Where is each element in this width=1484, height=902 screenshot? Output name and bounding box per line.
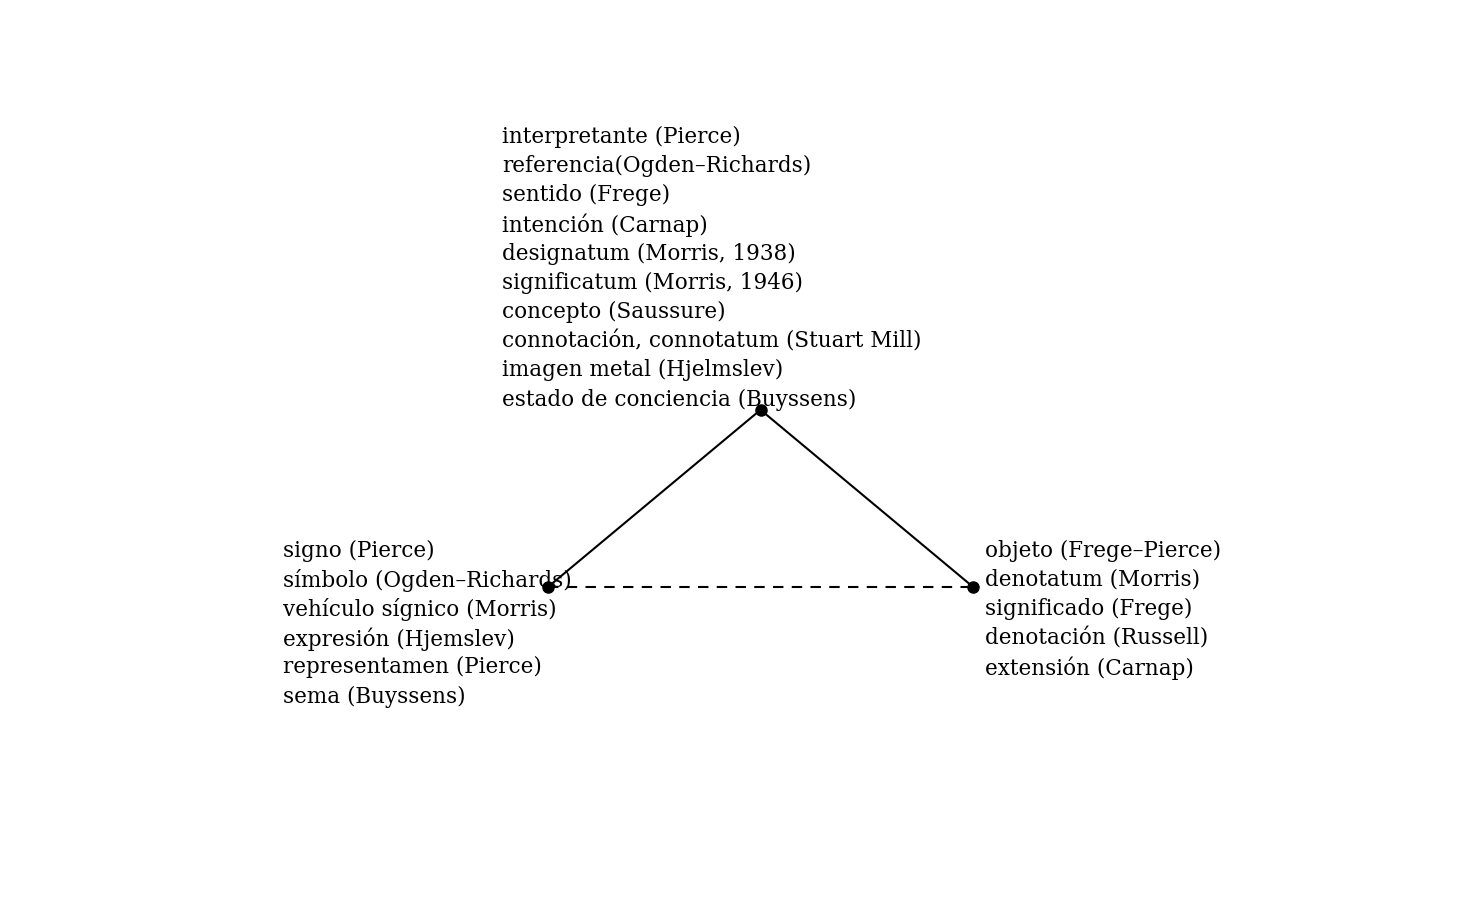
Text: denotatum (Morris): denotatum (Morris) (985, 568, 1201, 590)
Text: interpretante (Pierce): interpretante (Pierce) (502, 125, 741, 148)
Text: representamen (Pierce): representamen (Pierce) (283, 656, 542, 677)
Text: referencia(Ogden–Richards): referencia(Ogden–Richards) (502, 155, 812, 177)
Text: connotación, connotatum (Stuart Mill): connotación, connotatum (Stuart Mill) (502, 330, 922, 352)
Text: signo (Pierce): signo (Pierce) (283, 538, 435, 561)
Text: sema (Buyssens): sema (Buyssens) (283, 685, 466, 707)
Text: imagen metal (Hjelmslev): imagen metal (Hjelmslev) (502, 359, 784, 381)
Text: concepto (Saussure): concepto (Saussure) (502, 300, 726, 323)
Text: estado de conciencia (Buyssens): estado de conciencia (Buyssens) (502, 388, 856, 410)
Text: objeto (Frege–Pierce): objeto (Frege–Pierce) (985, 538, 1221, 561)
Text: extensión (Carnap): extensión (Carnap) (985, 656, 1193, 679)
Text: significado (Frege): significado (Frege) (985, 597, 1192, 620)
Text: denotación (Russell): denotación (Russell) (985, 626, 1208, 649)
Text: vehículo sígnico (Morris): vehículo sígnico (Morris) (283, 597, 556, 621)
Text: expresión (Hjemslev): expresión (Hjemslev) (283, 626, 515, 649)
Text: intención (Carnap): intención (Carnap) (502, 213, 708, 236)
Text: significatum (Morris, 1946): significatum (Morris, 1946) (502, 272, 803, 293)
Text: designatum (Morris, 1938): designatum (Morris, 1938) (502, 243, 795, 264)
Text: sentido (Frege): sentido (Frege) (502, 184, 669, 206)
Text: símbolo (Ogden–Richards): símbolo (Ogden–Richards) (283, 568, 571, 591)
